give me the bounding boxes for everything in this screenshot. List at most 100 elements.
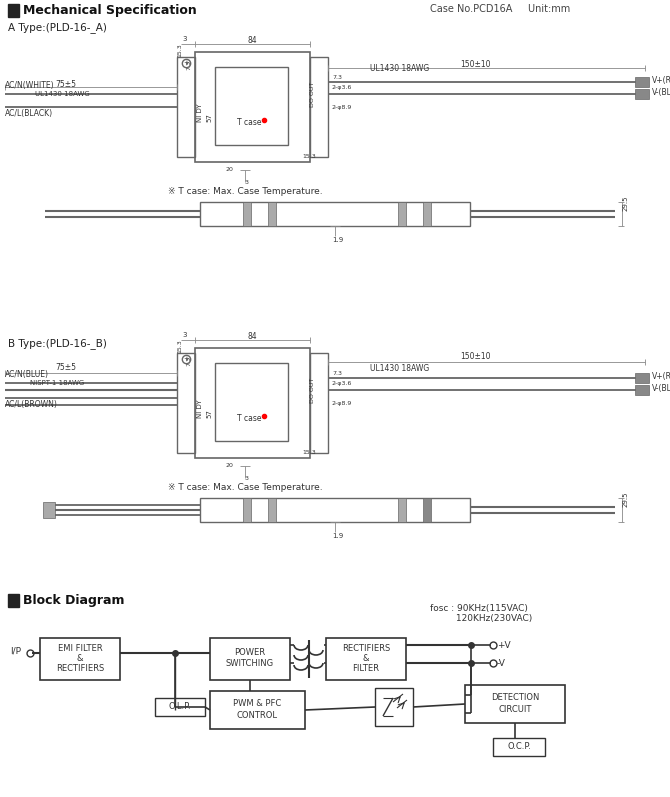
Text: AC/L(BROWN): AC/L(BROWN) — [5, 400, 58, 409]
Text: 3: 3 — [245, 476, 249, 481]
Bar — [210, 638, 290, 680]
Bar — [635, 373, 649, 383]
Bar — [465, 685, 565, 723]
Text: 75±5: 75±5 — [55, 80, 76, 89]
Bar — [8, 594, 19, 607]
Text: Block Diagram: Block Diagram — [23, 594, 125, 607]
Bar — [215, 67, 288, 145]
Bar — [493, 738, 545, 756]
Text: O.L.P.: O.L.P. — [169, 702, 192, 711]
Text: RECTIFIERS: RECTIFIERS — [56, 664, 104, 673]
Bar — [243, 202, 251, 226]
Text: SWITCHING: SWITCHING — [226, 659, 274, 668]
Text: B Type:(PLD-16-_B): B Type:(PLD-16-_B) — [8, 338, 107, 349]
Text: CONTROL: CONTROL — [237, 711, 277, 720]
Text: 2-φ3.6: 2-φ3.6 — [332, 381, 352, 386]
Text: POWER: POWER — [234, 648, 265, 657]
Text: RECTIFIERS: RECTIFIERS — [342, 644, 390, 653]
Bar — [268, 202, 276, 226]
Bar — [43, 502, 55, 518]
Text: UL1430 18AWG: UL1430 18AWG — [370, 364, 429, 373]
Text: 3: 3 — [182, 332, 186, 338]
Bar — [195, 52, 310, 162]
Text: 57: 57 — [206, 409, 212, 418]
Bar — [398, 202, 406, 226]
Text: 3: 3 — [182, 36, 186, 42]
Text: -V: -V — [497, 659, 506, 668]
Bar — [635, 89, 649, 99]
Text: AC/N(BLUE): AC/N(BLUE) — [5, 370, 49, 379]
Text: 84: 84 — [247, 36, 257, 45]
Bar — [8, 4, 19, 17]
Bar — [310, 57, 328, 157]
Text: 15.3: 15.3 — [177, 340, 182, 353]
Text: DO OUT: DO OUT — [310, 82, 314, 107]
Text: T case: T case — [237, 414, 261, 422]
Bar — [635, 77, 649, 87]
Text: PWM & PFC: PWM & PFC — [233, 699, 281, 708]
Bar — [155, 698, 205, 716]
Text: ※ T case: Max. Case Temperature.: ※ T case: Max. Case Temperature. — [168, 483, 323, 492]
Text: EMI FILTER: EMI FILTER — [58, 644, 103, 653]
Text: AC/N(WHITE): AC/N(WHITE) — [5, 81, 55, 90]
Text: 7.3: 7.3 — [186, 60, 191, 70]
Text: V+(RED): V+(RED) — [652, 372, 670, 381]
Text: 15.3: 15.3 — [302, 154, 316, 159]
Text: NI DY: NI DY — [197, 399, 203, 418]
Text: V-(BLACK): V-(BLACK) — [652, 88, 670, 97]
Text: I/P: I/P — [10, 647, 21, 656]
Bar — [200, 498, 470, 522]
Text: 7.3: 7.3 — [332, 75, 342, 80]
Text: A Type:(PLD-16-_A): A Type:(PLD-16-_A) — [8, 22, 107, 33]
Text: UL1430 18AWG: UL1430 18AWG — [35, 91, 90, 97]
Text: 150±10: 150±10 — [460, 352, 490, 361]
Text: 1.9: 1.9 — [332, 237, 343, 243]
Text: 15.3: 15.3 — [177, 43, 182, 57]
Text: DO OUT: DO OUT — [310, 378, 314, 403]
Text: 20: 20 — [225, 167, 233, 172]
Text: FILTER: FILTER — [352, 664, 379, 673]
Text: 150±10: 150±10 — [460, 60, 490, 69]
Text: +: + — [183, 356, 189, 362]
Bar — [375, 688, 413, 726]
Bar — [210, 691, 305, 729]
Bar — [177, 353, 195, 453]
Bar — [200, 202, 470, 226]
Text: NISPT-1 18AWG: NISPT-1 18AWG — [30, 380, 84, 386]
Text: 2-φ8.9: 2-φ8.9 — [332, 401, 352, 406]
Text: AC/L(BLACK): AC/L(BLACK) — [5, 109, 53, 118]
Bar — [423, 202, 431, 226]
Bar — [310, 353, 328, 453]
Bar — [268, 498, 276, 522]
Text: 3: 3 — [245, 180, 249, 185]
Text: 75±5: 75±5 — [55, 363, 76, 372]
Bar — [195, 348, 310, 458]
Text: DETECTION: DETECTION — [491, 693, 539, 702]
Text: CIRCUIT: CIRCUIT — [498, 705, 532, 714]
Text: Mechanical Specification: Mechanical Specification — [23, 4, 197, 17]
Text: O.C.P.: O.C.P. — [507, 742, 531, 751]
Bar — [40, 638, 120, 680]
Text: 1.9: 1.9 — [332, 533, 343, 539]
Bar — [423, 498, 431, 522]
Text: T case: T case — [237, 117, 261, 127]
Text: Case No.PCD16A     Unit:mm: Case No.PCD16A Unit:mm — [430, 4, 570, 14]
Text: ※ T case: Max. Case Temperature.: ※ T case: Max. Case Temperature. — [168, 187, 323, 196]
Text: 29.5: 29.5 — [623, 195, 629, 211]
Text: 7.3: 7.3 — [186, 356, 191, 366]
Bar — [177, 57, 195, 157]
Text: +: + — [183, 60, 189, 66]
Bar — [326, 638, 406, 680]
Bar — [215, 363, 288, 441]
Bar — [635, 385, 649, 395]
Text: 7.3: 7.3 — [332, 371, 342, 376]
Text: UL1430 18AWG: UL1430 18AWG — [370, 64, 429, 73]
Text: fosc : 90KHz(115VAC)
         120KHz(230VAC): fosc : 90KHz(115VAC) 120KHz(230VAC) — [430, 604, 532, 623]
Text: V-(BLACK): V-(BLACK) — [652, 384, 670, 393]
Text: 15.3: 15.3 — [302, 450, 316, 455]
Text: 2-φ3.6: 2-φ3.6 — [332, 85, 352, 90]
Text: V+(RED): V+(RED) — [652, 76, 670, 85]
Bar — [243, 498, 251, 522]
Text: &: & — [77, 654, 83, 663]
Text: +V: +V — [497, 641, 511, 650]
